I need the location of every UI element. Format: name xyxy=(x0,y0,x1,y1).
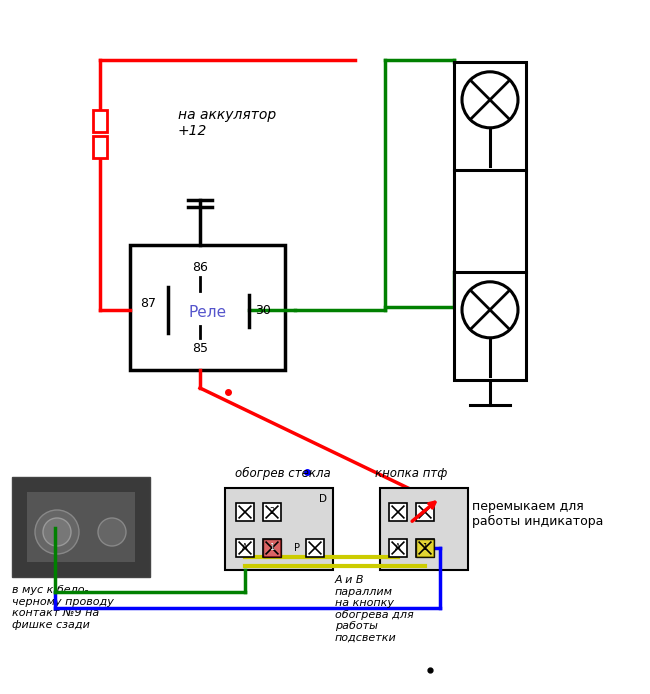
Circle shape xyxy=(462,71,518,128)
Text: 86: 86 xyxy=(192,260,208,273)
Circle shape xyxy=(462,282,518,338)
Bar xyxy=(263,539,281,557)
Text: A: A xyxy=(395,543,401,552)
Text: 30: 30 xyxy=(255,303,271,316)
Bar xyxy=(416,503,434,521)
Bar xyxy=(389,539,407,557)
Text: 1: 1 xyxy=(422,543,428,552)
Bar xyxy=(263,539,281,557)
Circle shape xyxy=(98,518,126,546)
Bar xyxy=(380,488,468,570)
Text: кнопка птф: кнопка птф xyxy=(375,467,447,480)
Bar xyxy=(263,503,281,521)
Text: на аккулятор
+12: на аккулятор +12 xyxy=(178,108,276,138)
Bar xyxy=(454,272,526,380)
Text: D: D xyxy=(319,494,327,504)
Bar xyxy=(12,477,150,577)
Bar xyxy=(236,503,254,521)
Text: P: P xyxy=(294,543,300,553)
Text: A: A xyxy=(242,543,248,552)
Bar xyxy=(236,539,254,557)
Text: 85: 85 xyxy=(192,341,208,355)
Bar xyxy=(416,539,434,557)
Bar xyxy=(27,492,135,562)
Bar xyxy=(93,110,107,132)
Text: А и В
параллим
на кнопку
обогрева для
работы
подсветки: А и В параллим на кнопку обогрева для ра… xyxy=(335,575,414,643)
Bar xyxy=(93,136,107,158)
Bar xyxy=(416,539,434,557)
Bar xyxy=(389,503,407,521)
Bar xyxy=(225,488,333,570)
Text: перемыкаем для
работы индикатора: перемыкаем для работы индикатора xyxy=(472,500,603,528)
Circle shape xyxy=(43,518,71,546)
Circle shape xyxy=(35,510,79,554)
Bar xyxy=(454,62,526,170)
Bar xyxy=(306,539,324,557)
Text: 2: 2 xyxy=(269,507,274,516)
Text: 1: 1 xyxy=(269,543,274,552)
Text: Реле: Реле xyxy=(188,305,227,320)
Text: 87: 87 xyxy=(140,296,156,310)
Text: обогрев стекла: обогрев стекла xyxy=(235,467,331,480)
Text: в мус к бело-
черному проводу
контакт №9 на
фишке сзади: в мус к бело- черному проводу контакт №9… xyxy=(12,585,114,629)
Text: 1: 1 xyxy=(269,543,274,552)
Bar xyxy=(130,245,285,370)
